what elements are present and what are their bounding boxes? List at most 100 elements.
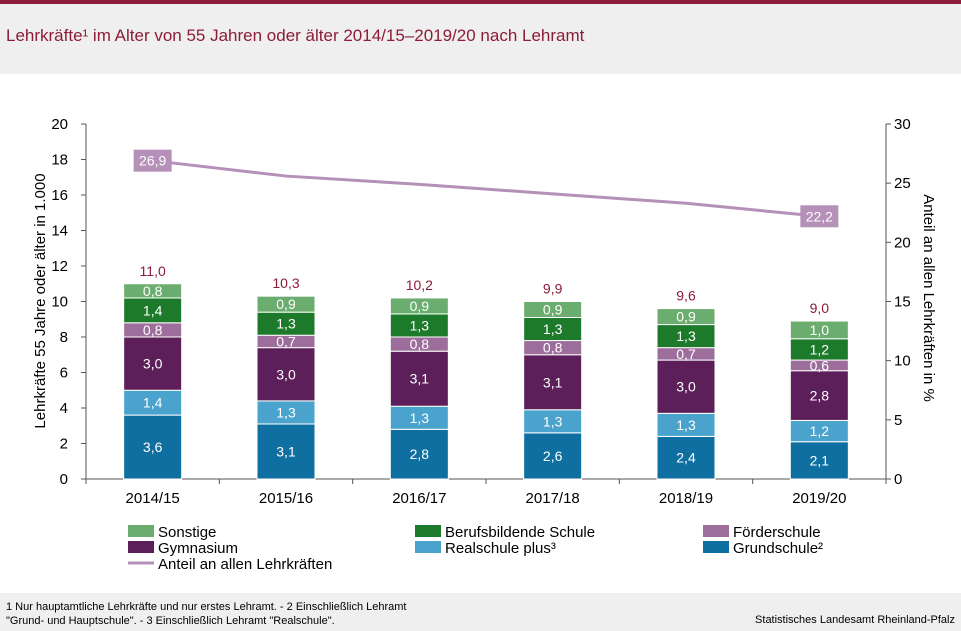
y-tick-label: 10: [51, 294, 68, 311]
bar-segment: [656, 359, 716, 414]
line-label-box: [800, 205, 839, 228]
y2-tick-label: 25: [894, 175, 911, 192]
bar-value-label: 1,2: [810, 423, 830, 439]
y2-tick-label: 5: [894, 412, 902, 429]
bar-segment: [256, 295, 316, 313]
legend-label: Anteil an allen Lehrkräften: [158, 556, 332, 573]
bar-segment: [389, 297, 449, 315]
bar-total-label: 11,0: [140, 263, 166, 279]
y2-tick-label: 20: [894, 234, 911, 251]
bar-segment: [389, 350, 449, 407]
bar-value-label: 0,8: [543, 340, 563, 356]
top-accent-bar: [0, 0, 961, 4]
bar-segment: [123, 283, 183, 299]
line-value-label: 26,9: [139, 153, 166, 169]
y-tick-label: 0: [60, 471, 68, 488]
footnote: 1 Nur hauptamtliche Lehrkräfte und nur e…: [6, 600, 406, 628]
bar-value-label: 1,4: [143, 395, 163, 411]
y-tick-label: 2: [60, 436, 68, 453]
bar-value-label: 3,1: [276, 443, 296, 459]
bar-total-label: 10,3: [272, 275, 299, 291]
bar-value-label: 1,3: [543, 321, 563, 337]
bar-value-label: 1,3: [543, 413, 563, 429]
legend-swatch: [703, 525, 729, 537]
legend-label: Berufsbildende Schule: [445, 524, 595, 541]
bar-value-label: 3,6: [143, 439, 163, 455]
x-tick-label: 2014/15: [126, 490, 180, 507]
y-axis-title: Lehrkräfte 55 Jahre oder älter in 1.000: [32, 173, 49, 428]
legend-swatch: [415, 541, 441, 553]
legend-swatch: [128, 525, 154, 537]
legend-label: Sonstige: [158, 524, 216, 541]
y-tick-label: 18: [51, 152, 68, 169]
bar-value-label: 0,9: [543, 301, 563, 317]
line-label-box: [133, 149, 172, 172]
chart-title: Lehrkräfte¹ im Alter von 55 Jahren oder …: [6, 26, 585, 45]
x-tick-label: 2017/18: [526, 490, 580, 507]
legend-label: Förderschule: [733, 524, 821, 541]
bar-value-label: 0,9: [276, 296, 296, 312]
y-tick-label: 16: [51, 187, 68, 204]
bar-segment: [123, 297, 183, 324]
bar-value-label: 0,6: [810, 357, 830, 373]
legend-label: Realschule plus³: [445, 540, 556, 557]
bar-value-label: 0,8: [143, 322, 163, 338]
bar-value-label: 1,3: [276, 404, 296, 420]
bar-value-label: 3,0: [676, 379, 696, 395]
y-tick-label: 12: [51, 258, 68, 275]
bar-segment: [656, 308, 716, 326]
bar-total-label: 9,9: [543, 281, 563, 297]
bar-segment: [523, 301, 583, 318]
bar-segment: [789, 441, 849, 480]
legend-swatch: [128, 541, 154, 553]
bar-total-label: 10,2: [406, 277, 433, 293]
bar-value-label: 0,7: [676, 346, 696, 362]
bar-total-label: 9,0: [810, 300, 830, 316]
y-tick-label: 20: [51, 116, 68, 133]
bar-value-label: 1,3: [676, 417, 696, 433]
y2-tick-label: 30: [894, 116, 911, 133]
x-tick-label: 2018/19: [659, 490, 713, 507]
bar-value-label: 1,2: [810, 341, 830, 357]
bar-value-label: 2,1: [810, 452, 830, 468]
bar-value-label: 1,3: [410, 410, 430, 426]
bar-segment: [789, 320, 849, 340]
legend-label: Gymnasium: [158, 540, 238, 557]
bar-segment: [389, 428, 449, 480]
footnote-line-1: 1 Nur hauptamtliche Lehrkräfte und nur e…: [6, 601, 407, 613]
legend-label: Grundschule²: [733, 540, 823, 557]
bar-value-label: 3,0: [143, 356, 163, 372]
bar-segment: [123, 414, 183, 480]
bar-total-label: 9,6: [676, 288, 696, 304]
bar-segment: [789, 370, 849, 421]
legend-swatch: [415, 525, 441, 537]
y-tick-label: 4: [60, 400, 68, 417]
x-tick-label: 2016/17: [392, 490, 446, 507]
x-tick-label: 2019/20: [792, 490, 846, 507]
bar-value-label: 3,0: [276, 366, 296, 382]
bar-segment: [656, 435, 716, 480]
bar-value-label: 3,1: [410, 371, 430, 387]
bar-segment: [123, 389, 183, 416]
y2-tick-label: 15: [894, 294, 911, 311]
bar-segment: [256, 347, 316, 402]
footnote-line-2: "Grund- und Hauptschule". - 3 Einschließ…: [6, 615, 335, 627]
y-tick-label: 6: [60, 365, 68, 382]
legend-swatch: [703, 541, 729, 553]
bar-value-label: 1,3: [676, 328, 696, 344]
bar-value-label: 2,8: [410, 446, 430, 462]
bar-value-label: 0,9: [410, 298, 430, 314]
y2-tick-label: 0: [894, 471, 902, 488]
bar-value-label: 0,8: [143, 283, 163, 299]
source-note: Statistisches Landesamt Rheinland-Pfalz: [755, 614, 955, 626]
bar-value-label: 0,8: [410, 336, 430, 352]
bar-value-label: 1,3: [410, 317, 430, 333]
y-tick-label: 14: [51, 223, 68, 240]
bar-segment: [123, 336, 183, 391]
bar-value-label: 1,4: [143, 302, 163, 318]
bar-value-label: 1,3: [276, 316, 296, 332]
bar-value-label: 0,9: [676, 309, 696, 325]
bar-value-label: 2,8: [810, 388, 830, 404]
bar-value-label: 2,4: [676, 450, 696, 466]
